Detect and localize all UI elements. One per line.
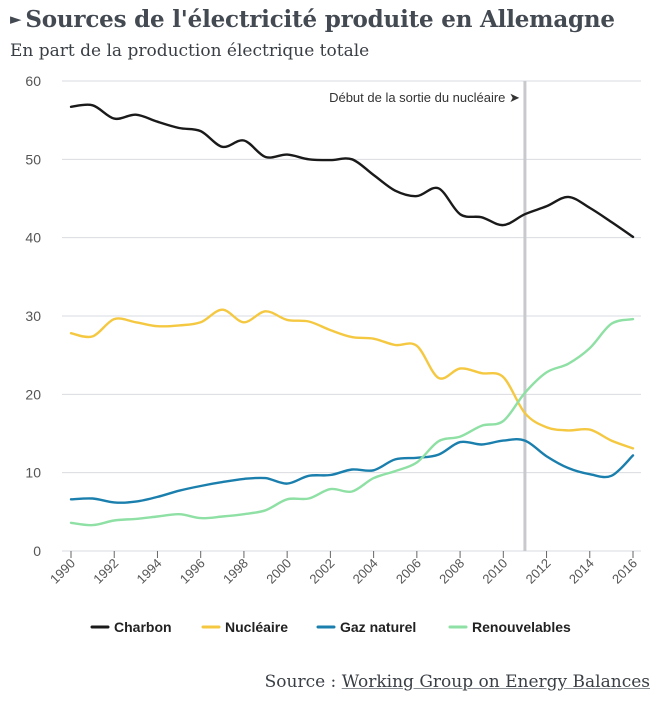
y-tick-label: 0 <box>33 543 41 559</box>
x-tick-label: 1994 <box>134 556 165 587</box>
x-tick-label: 2004 <box>350 556 381 587</box>
series-lines <box>69 103 635 527</box>
source-note: Source : Working Group on Energy Balance… <box>265 672 650 692</box>
source-label: Source : <box>264 672 337 692</box>
x-tick-label: 2006 <box>393 556 424 587</box>
legend-label: Charbon <box>114 619 172 635</box>
y-tick-label: 10 <box>25 465 41 481</box>
x-tick-label: 2000 <box>263 556 294 587</box>
legend-label: Renouvelables <box>472 619 571 635</box>
y-tick-label: 40 <box>25 230 41 246</box>
y-tick-label: 30 <box>25 308 41 324</box>
x-tick-label: 2012 <box>523 556 554 587</box>
x-tick-label: 2002 <box>306 556 337 587</box>
x-axis: 1990 1992 1994 1996 1998 2000 2002 2004 2006 2008… <box>47 551 640 587</box>
chart-subtitle: En part de la production électrique tota… <box>10 41 370 61</box>
annotation-label: Début de la sortie du nucléaire ➤ <box>329 90 520 105</box>
legend-label: Nucléaire <box>225 619 288 635</box>
series-line-renouvelables <box>69 317 635 527</box>
triangle-right-icon: ► <box>10 10 22 28</box>
x-tick-label: 2014 <box>566 556 597 587</box>
legend-label: Gaz naturel <box>340 619 416 635</box>
chart-title-text: Sources de l'électricité produite en All… <box>25 6 615 33</box>
y-tick-label: 60 <box>25 73 41 89</box>
grid-lines <box>62 80 641 552</box>
x-tick-label: 1998 <box>220 556 251 587</box>
series-line-charbon <box>69 103 635 239</box>
chart-title: ► Sources de l'électricité produite en Al… <box>10 6 615 33</box>
x-tick-label: 1992 <box>90 556 121 587</box>
x-tick-label: 1990 <box>47 556 78 587</box>
x-tick-label: 2010 <box>479 556 510 587</box>
series-line-gaz-naturel <box>69 438 635 504</box>
series-line-nucl-aire <box>69 308 635 450</box>
x-tick-label: 1996 <box>177 556 208 587</box>
y-tick-label: 20 <box>25 386 41 402</box>
y-tick-label: 50 <box>25 151 41 167</box>
line-chart: 0 10 20 30 40 50 60 1990 1992 1994 1996 1998 2000 20… <box>25 73 641 635</box>
source-link[interactable]: Working Group on Energy Balances <box>341 672 650 692</box>
x-tick-label: 2016 <box>609 556 640 587</box>
legend: Charbon Nucléaire Gaz naturel Renouvelables <box>90 619 571 635</box>
x-tick-label: 2008 <box>436 556 467 587</box>
annotation-layer: Début de la sortie du nucléaire ➤ <box>329 81 527 551</box>
y-axis: 0 10 20 30 40 50 60 <box>25 73 41 559</box>
